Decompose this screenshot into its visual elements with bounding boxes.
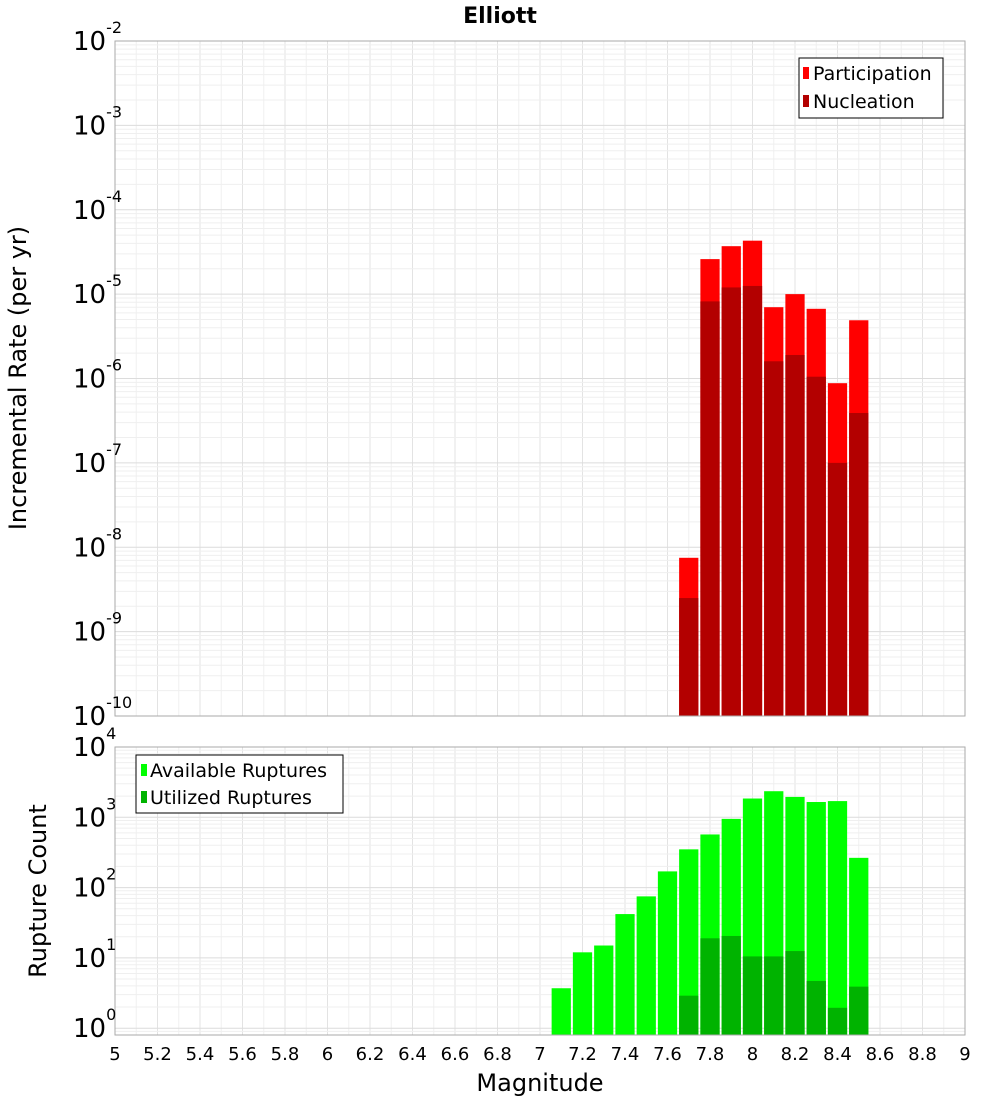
- legend-swatch-nucleation: [803, 95, 809, 107]
- x-tick-label: 5: [109, 1044, 120, 1065]
- x-tick-label: 7.6: [653, 1044, 682, 1065]
- top-bar-b: [806, 376, 826, 716]
- top-bars: [679, 240, 869, 717]
- bottom-y-axis-label: Rupture Count: [24, 804, 52, 978]
- legend-participation: Participation: [813, 63, 932, 85]
- top-y-tick-label: 10-3: [73, 102, 122, 141]
- bottom-bar-a: [806, 802, 826, 1035]
- legend-swatch-available: [141, 764, 147, 776]
- top-rate-plot: 10-10 10-9 10-8 10-7 10-6 10-5 10-4 10-3 10-2 In…: [4, 18, 966, 732]
- top-y-tick-label: 10-5: [73, 271, 122, 310]
- bottom-y-ticks: 100 101 102 103 104: [73, 724, 116, 1044]
- top-plot-border: [114, 40, 966, 717]
- bottom-y-tick-label: 101: [73, 935, 116, 974]
- bottom-bar-b: [721, 935, 741, 1035]
- top-bar-b: [721, 287, 741, 716]
- bottom-bar-a: [572, 952, 593, 1035]
- top-bar-b: [849, 413, 869, 716]
- x-tick-label: 7.8: [696, 1044, 725, 1065]
- legend-utilized-ruptures: Utilized Ruptures: [150, 787, 312, 809]
- top-y-tick-label: 10-7: [73, 440, 122, 479]
- bottom-bar-a: [657, 871, 678, 1035]
- top-bar-b: [700, 301, 720, 716]
- top-legend-box: [798, 57, 944, 119]
- bottom-bar-b: [700, 938, 720, 1035]
- x-tick-label: 6.4: [398, 1044, 427, 1065]
- chart-title: Elliott: [463, 4, 537, 29]
- bottom-bar-b: [785, 951, 805, 1035]
- x-tick-label: 6.8: [483, 1044, 512, 1065]
- bottom-bar-a: [827, 801, 848, 1035]
- bottom-bar-b: [827, 1007, 848, 1035]
- top-bar-b: [679, 598, 699, 716]
- bottom-bar-b: [679, 995, 699, 1035]
- x-tick-label: 6: [322, 1044, 333, 1065]
- bottom-bar-a: [679, 849, 699, 1035]
- x-tick-label: 6.6: [441, 1044, 470, 1065]
- top-y-tick-label: 10-2: [73, 18, 122, 57]
- top-y-tick-label: 10-10: [73, 693, 132, 732]
- top-y-axis-label: Incremental Rate (per yr): [4, 226, 32, 530]
- x-tick-label: 7.2: [568, 1044, 597, 1065]
- bottom-y-tick-label: 100: [73, 1005, 116, 1044]
- top-bar-b: [785, 354, 805, 716]
- x-axis-ticks: 5 5.2 5.4 5.6 5.8 6 6.2 6.4 6.6 6.8 7 7.2 7.4 7.6 7.8 8…: [109, 1044, 970, 1065]
- top-legend: Participation Nucleation: [798, 57, 944, 119]
- bottom-count-plot: 100 101 102 103 104 Rupture Count Available …: [24, 724, 966, 1044]
- top-y-tick-label: 10-8: [73, 524, 122, 563]
- x-tick-label: 8.2: [781, 1044, 810, 1065]
- x-tick-label: 7: [534, 1044, 545, 1065]
- x-tick-label: 5.6: [228, 1044, 257, 1065]
- top-y-tick-label: 10-6: [73, 356, 122, 395]
- legend-swatch-participation: [803, 67, 809, 79]
- top-bar-b: [742, 285, 763, 716]
- x-tick-label: 8.6: [866, 1044, 895, 1065]
- x-tick-label: 8.8: [908, 1044, 937, 1065]
- bottom-bar-a: [615, 914, 635, 1035]
- bottom-legend: Available Ruptures Utilized Ruptures: [135, 754, 344, 814]
- top-bar-b: [764, 361, 784, 716]
- x-tick-label: 7.4: [611, 1044, 640, 1065]
- bottom-bar-a: [636, 896, 656, 1035]
- top-y-tick-label: 10-4: [73, 187, 122, 226]
- legend-available-ruptures: Available Ruptures: [150, 760, 327, 782]
- top-bar-b: [827, 462, 848, 716]
- x-tick-label: 6.2: [356, 1044, 385, 1065]
- x-tick-label: 5.4: [186, 1044, 215, 1065]
- bottom-bar-b: [764, 956, 784, 1035]
- bottom-bars: [551, 791, 869, 1035]
- top-y-ticks: 10-10 10-9 10-8 10-7 10-6 10-5 10-4 10-3 10-2: [73, 18, 132, 732]
- bottom-bar-b: [849, 986, 869, 1035]
- bottom-plot-border: [114, 746, 966, 1036]
- legend-swatch-utilized: [141, 791, 147, 803]
- bottom-bar-a: [594, 945, 614, 1035]
- x-tick-label: 9: [959, 1044, 970, 1065]
- bottom-y-tick-label: 104: [73, 724, 116, 763]
- x-axis-label: Magnitude: [476, 1069, 603, 1097]
- legend-nucleation: Nucleation: [813, 91, 915, 113]
- bottom-legend-box: [135, 754, 344, 814]
- x-tick-label: 8.4: [823, 1044, 852, 1065]
- x-tick-label: 5.2: [143, 1044, 172, 1065]
- x-tick-label: 8: [747, 1044, 758, 1065]
- bottom-y-tick-label: 102: [73, 865, 116, 904]
- bottom-bar-b: [742, 956, 763, 1035]
- x-tick-label: 5.8: [271, 1044, 300, 1065]
- bottom-bar-a: [551, 988, 571, 1035]
- bottom-bar-b: [806, 980, 826, 1035]
- bottom-y-tick-label: 103: [73, 794, 116, 833]
- top-y-tick-label: 10-9: [73, 609, 122, 648]
